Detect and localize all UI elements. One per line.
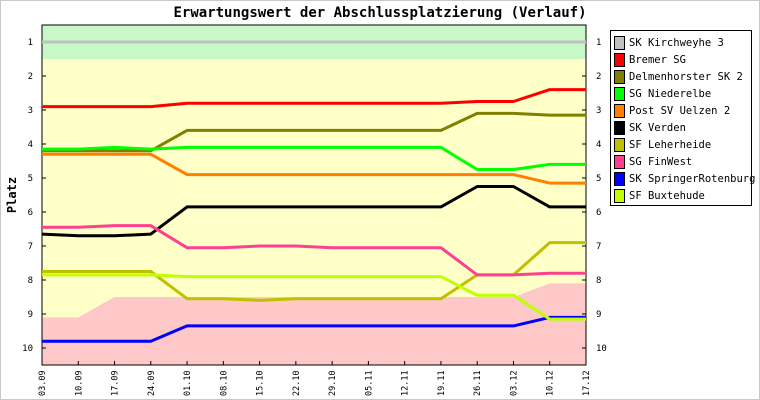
legend-label: SK SpringerRotenburg (629, 172, 756, 185)
y-tick-label-right-7: 7 (596, 242, 601, 252)
legend-item: Post SV Uelzen 2 (614, 102, 748, 119)
series-line-5 (41, 185, 586, 238)
legend-label: SF Buxtehude (629, 189, 705, 202)
legend-swatch (614, 120, 625, 135)
y-tick-label-left-6: 6 (28, 208, 33, 218)
band-2 (42, 283, 586, 365)
series-line-3 (42, 145, 586, 171)
x-tick-label-9: 05.11 (364, 370, 374, 396)
legend-label: SG FinWest (629, 155, 693, 168)
y-tick-label-right-2: 2 (596, 72, 601, 82)
y-tick-label-left-4: 4 (28, 140, 33, 150)
legend-swatch (614, 35, 625, 50)
x-tick-label-0: 03.09 (38, 370, 48, 396)
y-tick-label-right-9: 9 (596, 310, 601, 320)
x-tick-label-2: 17.09 (111, 370, 121, 396)
x-tick-label-4: 01.10 (183, 370, 193, 396)
legend-swatch (614, 86, 625, 101)
legend-item: Bremer SG (614, 51, 748, 68)
y-tick-label-left-2: 2 (28, 72, 33, 82)
x-tick-label-3: 24.09 (147, 370, 157, 396)
band-1 (42, 59, 586, 318)
legend-label: Bremer SG (629, 53, 686, 66)
x-tick-label-5: 08.10 (219, 370, 229, 396)
legend-label: SK Kirchweyhe 3 (629, 36, 724, 49)
x-tick-label-13: 03.12 (509, 370, 519, 396)
legend-swatch (614, 188, 625, 203)
x-tick-label-14: 10.12 (546, 370, 556, 396)
legend-swatch (614, 137, 625, 152)
legend-label: SG Niederelbe (629, 87, 712, 100)
legend-swatch (614, 52, 625, 67)
legend-label: SK Verden (629, 121, 686, 134)
y-tick-label-left-1: 1 (28, 38, 33, 48)
legend-swatch (614, 171, 625, 186)
legend-label: Delmenhorster SK 2 (629, 70, 743, 83)
x-tick-label-7: 22.10 (292, 370, 302, 396)
series-line-8 (42, 315, 586, 343)
series-line-7 (42, 224, 586, 277)
series-line-9 (42, 273, 586, 321)
x-tick-label-12: 26.11 (473, 370, 483, 396)
y-tick-label-right-1: 1 (596, 38, 601, 48)
series-line-1 (42, 88, 586, 109)
chart-title: Erwartungswert der Abschlussplatzierung … (173, 5, 587, 21)
legend-swatch (614, 69, 625, 84)
y-tick-label-left-8: 8 (28, 276, 33, 286)
x-tick-label-1: 10.09 (74, 370, 84, 396)
y-tick-label-right-5: 5 (596, 174, 601, 184)
series-line-4 (42, 152, 586, 185)
y-tick-label-right-10: 10 (596, 344, 607, 354)
legend-item: SG FinWest (614, 153, 748, 170)
y-tick-label-left-10: 10 (22, 344, 33, 354)
legend-swatch (614, 103, 625, 118)
legend-item: SK Verden (614, 119, 748, 136)
legend-swatch (614, 154, 625, 169)
y-tick-label-right-3: 3 (596, 106, 601, 116)
y-tick-label-left-9: 9 (28, 310, 33, 320)
x-tick-label-6: 15.10 (256, 370, 266, 396)
legend-item: SF Leherheide (614, 136, 748, 153)
legend-item: Delmenhorster SK 2 (614, 68, 748, 85)
legend-label: Post SV Uelzen 2 (629, 104, 731, 117)
series-line-2 (42, 111, 586, 153)
x-tick-label-11: 19.11 (437, 370, 447, 396)
legend-item: SK Kirchweyhe 3 (614, 34, 748, 51)
plot-area (41, 24, 587, 366)
y-tick-label-left-3: 3 (28, 106, 33, 116)
legend-item: SG Niederelbe (614, 85, 748, 102)
legend: SK Kirchweyhe 3 Bremer SG Delmenhorster SK… (610, 30, 755, 206)
y-tick-label-right-8: 8 (596, 276, 601, 286)
x-tick-label-15: 17.12 (582, 370, 592, 396)
x-tick-label-8: 29.10 (328, 370, 338, 396)
y-tick-label-left-5: 5 (28, 174, 33, 184)
legend-item: SK SpringerRotenburg (614, 170, 755, 187)
y-axis-label: Platz (5, 177, 19, 213)
legend-item: SF Buxtehude (614, 187, 748, 204)
y-tick-label-left-7: 7 (28, 242, 33, 252)
y-tick-label-right-4: 4 (596, 140, 601, 150)
legend-label: SF Leherheide (629, 138, 712, 151)
x-tick-label-10: 12.11 (401, 370, 411, 396)
y-tick-label-right-6: 6 (596, 208, 601, 218)
